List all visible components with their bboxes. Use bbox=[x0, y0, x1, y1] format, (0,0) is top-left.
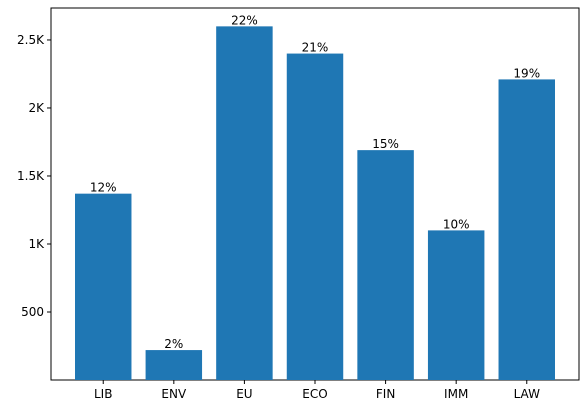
bar bbox=[286, 53, 344, 380]
x-tick-label: ECO bbox=[302, 387, 327, 401]
bar bbox=[145, 350, 203, 380]
y-tick-label: 2.5K bbox=[17, 33, 45, 47]
bar-label: 12% bbox=[90, 181, 117, 195]
bar bbox=[357, 150, 414, 380]
y-tick-label: 500 bbox=[21, 305, 44, 319]
x-tick-label: ENV bbox=[161, 387, 187, 401]
x-tick-label: LIB bbox=[94, 387, 112, 401]
bar-label: 10% bbox=[443, 217, 470, 231]
x-tick-label: FIN bbox=[376, 387, 395, 401]
x-tick-label: IMM bbox=[444, 387, 468, 401]
x-tick-label: EU bbox=[236, 387, 252, 401]
bar bbox=[498, 79, 555, 380]
bar-label: 19% bbox=[513, 66, 540, 80]
bar-label: 22% bbox=[231, 13, 258, 27]
bar-label: 2% bbox=[164, 337, 183, 351]
x-tick-label: LAW bbox=[514, 387, 541, 401]
bar bbox=[427, 230, 485, 380]
bar-label: 15% bbox=[372, 137, 399, 151]
y-tick-label: 2K bbox=[28, 101, 45, 115]
y-tick-label: 1.5K bbox=[17, 169, 45, 183]
bar bbox=[75, 193, 132, 380]
y-tick-label: 1K bbox=[28, 237, 45, 251]
bar bbox=[216, 26, 273, 381]
bar-label: 21% bbox=[302, 41, 329, 55]
